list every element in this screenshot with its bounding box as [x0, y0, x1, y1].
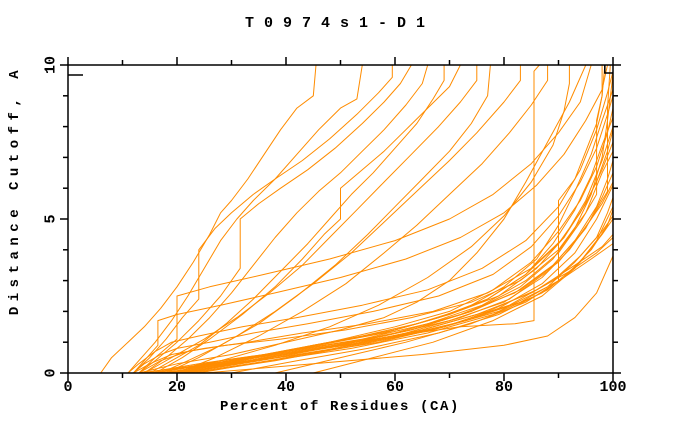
corner-notch — [604, 65, 613, 74]
model-curve — [127, 71, 614, 374]
model-curve — [171, 65, 570, 374]
model-curve — [274, 209, 614, 374]
model-curve — [176, 237, 614, 374]
model-curve — [176, 65, 549, 374]
model-curve — [166, 181, 614, 374]
model-curve — [204, 255, 614, 374]
model-curve — [133, 126, 614, 374]
model-curve — [144, 65, 478, 374]
model-curve — [100, 64, 317, 374]
model-curve — [127, 64, 363, 374]
x-tick-label: 40 — [276, 379, 295, 396]
x-tick-label: 80 — [494, 379, 513, 396]
model-curve — [193, 197, 614, 374]
model-curve — [176, 141, 614, 374]
model-curve — [138, 150, 614, 374]
y-axis-label: Distance Cutoff, A — [7, 64, 23, 316]
model-curve — [133, 64, 608, 374]
x-tick-label: 60 — [385, 379, 404, 396]
y-tick-label: 10 — [42, 55, 60, 75]
y-tick-label: 5 — [42, 214, 60, 224]
model-curve — [133, 65, 393, 374]
model-curve — [198, 215, 614, 374]
x-tick-label: 100 — [599, 379, 627, 396]
model-curve — [171, 243, 614, 374]
model-curve — [138, 64, 412, 374]
x-axis-label: Percent of Residues (CA) — [219, 399, 461, 415]
chart-title: T0974s1-D1 — [244, 15, 435, 32]
model-curve — [182, 160, 614, 374]
model-curve — [144, 64, 429, 374]
model-curve — [149, 65, 445, 374]
x-tick-label: 0 — [63, 379, 73, 396]
x-tick-label: 20 — [167, 379, 186, 396]
model-curve — [231, 218, 614, 374]
model-curve — [133, 95, 614, 374]
y-tick-label: 0 — [42, 368, 60, 378]
model-curve — [138, 64, 592, 374]
